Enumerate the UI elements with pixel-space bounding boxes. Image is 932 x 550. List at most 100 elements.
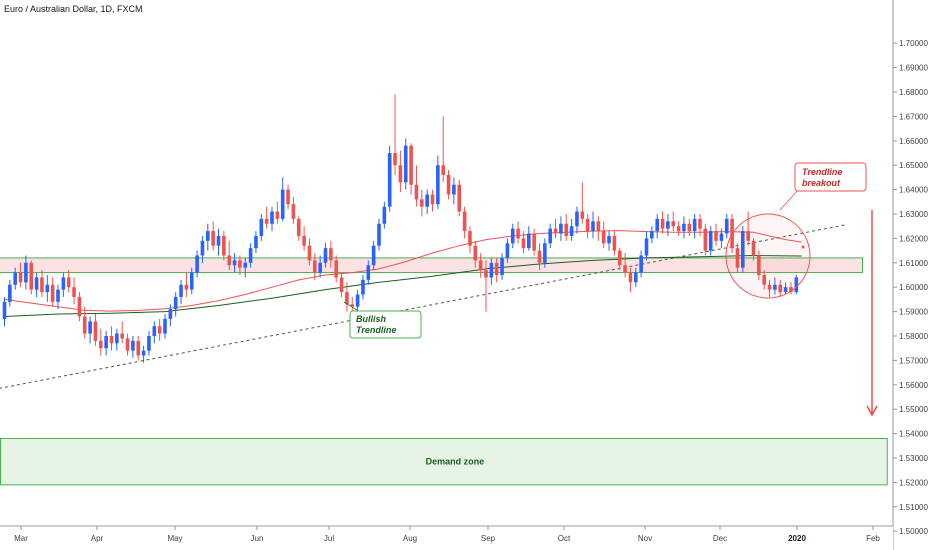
candle-body <box>666 221 670 229</box>
candle-body <box>264 218 269 224</box>
candle-body <box>639 255 643 273</box>
candle <box>398 150 403 193</box>
candle-body <box>222 235 226 256</box>
candle <box>741 226 745 273</box>
candle-body <box>371 245 376 266</box>
candle <box>644 231 649 261</box>
projection-arrow-head <box>866 405 878 417</box>
candle-body <box>350 304 355 307</box>
candle-body <box>307 245 312 261</box>
candle-body <box>8 284 12 302</box>
candle <box>296 216 301 241</box>
candle <box>425 189 429 214</box>
candle-body <box>446 174 451 195</box>
candle-body <box>339 277 344 293</box>
candle <box>313 253 317 280</box>
candle-body <box>184 284 189 290</box>
candle <box>553 218 558 239</box>
candle <box>473 240 478 268</box>
candle <box>650 226 654 244</box>
candle-body <box>34 277 39 290</box>
candle <box>682 216 686 239</box>
candle-body <box>692 218 697 232</box>
candle-body <box>125 338 130 351</box>
y-tick-label: 1.66000 <box>899 137 928 146</box>
candle-body <box>778 284 783 293</box>
candle <box>773 277 777 295</box>
candle-body <box>291 204 296 219</box>
candle-body <box>24 262 28 283</box>
y-axis: 1.70000 1.69000 1.68000 1.67000 1.66000 1.650… <box>892 0 932 550</box>
candle <box>409 143 413 195</box>
y-tick-label: 1.52000 <box>899 478 928 487</box>
candle <box>345 282 349 312</box>
candle-body <box>682 223 686 232</box>
candle <box>141 345 146 363</box>
candle-body <box>741 231 745 268</box>
x-axis-background <box>0 526 893 550</box>
candle-body <box>607 235 611 244</box>
candle-body <box>238 260 242 268</box>
candle-body <box>671 221 676 227</box>
candle-body <box>703 228 708 251</box>
candle <box>195 250 199 278</box>
candle <box>179 279 183 305</box>
candle-body <box>612 235 617 251</box>
candle <box>778 279 783 297</box>
candle <box>222 231 226 261</box>
candle-body <box>104 336 108 349</box>
candle <box>462 206 467 239</box>
y-tick-label: 1.60000 <box>899 283 928 292</box>
candle <box>505 238 510 263</box>
candle-body <box>189 272 194 290</box>
candle <box>628 267 633 293</box>
candle-body <box>109 336 114 344</box>
candle <box>163 314 167 339</box>
candle-body <box>29 262 34 290</box>
candle <box>125 333 130 356</box>
candle <box>543 238 547 268</box>
candle <box>446 170 451 200</box>
candle <box>355 289 360 312</box>
candle <box>452 177 456 205</box>
candle <box>714 223 718 246</box>
candle <box>29 260 34 295</box>
candle <box>575 206 579 234</box>
candle-body <box>548 228 552 244</box>
candle <box>441 116 445 183</box>
x-tick-label: Apr <box>91 534 104 543</box>
candle-body <box>136 340 141 356</box>
candle <box>200 235 205 263</box>
y-tick-label: 1.53000 <box>899 454 928 463</box>
candle <box>109 326 114 351</box>
candle-body <box>527 233 531 249</box>
candle <box>334 255 338 283</box>
candle <box>623 253 627 278</box>
candle-body <box>735 248 740 268</box>
candle-body <box>617 250 622 266</box>
candle-body <box>195 255 199 273</box>
candle-body <box>409 145 413 185</box>
candle-body <box>88 321 92 334</box>
candle-body <box>2 301 7 319</box>
candle-body <box>628 272 633 283</box>
candle <box>88 316 92 344</box>
x-tick-label: Aug <box>403 534 417 543</box>
candle <box>708 226 713 256</box>
candle-body <box>564 223 569 236</box>
candle-body <box>82 316 87 334</box>
candle <box>66 270 71 293</box>
candle-body <box>334 260 338 278</box>
candle-body <box>382 206 387 224</box>
candle <box>120 321 124 344</box>
candle-body <box>794 277 799 293</box>
candle-body <box>393 153 397 166</box>
candle <box>72 277 76 305</box>
candle-body <box>387 153 392 207</box>
lines-layer <box>0 224 845 389</box>
candle-body <box>206 231 210 241</box>
candle <box>420 189 424 217</box>
candle <box>703 223 708 256</box>
x-tick-label: 2020 <box>788 534 806 543</box>
